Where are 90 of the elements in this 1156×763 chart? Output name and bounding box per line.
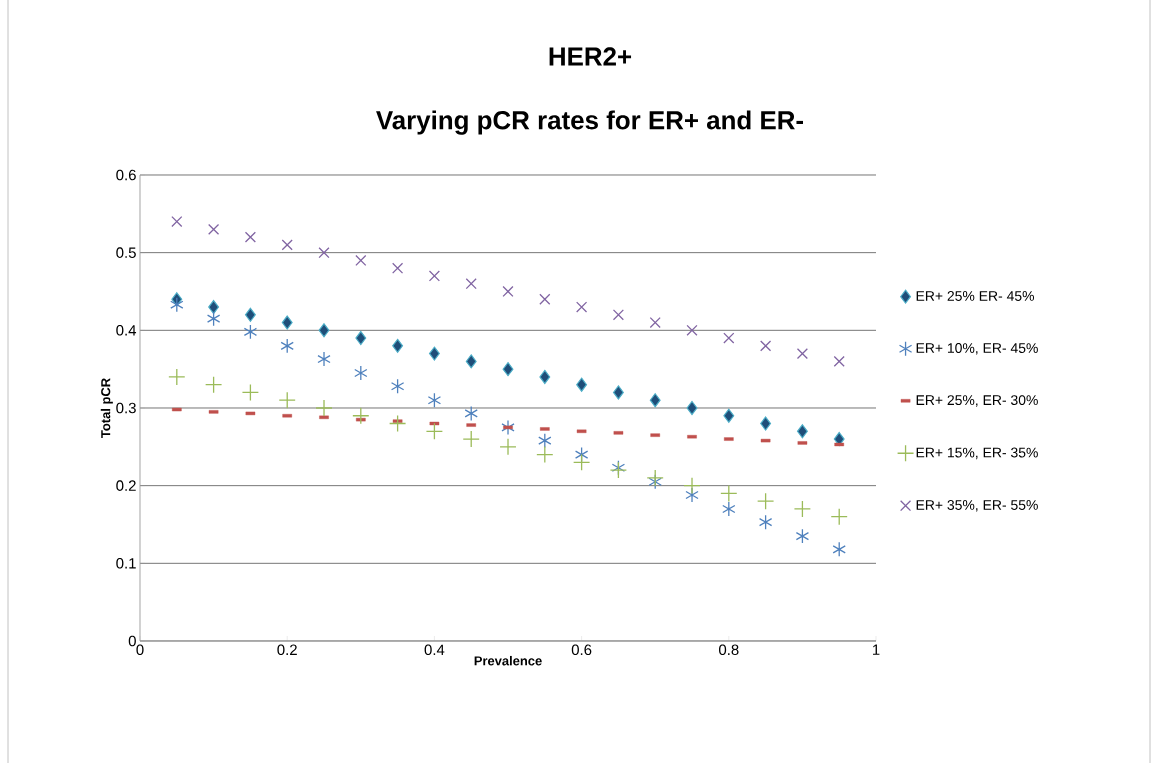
point xyxy=(758,514,773,530)
point xyxy=(576,301,588,313)
y-tick-label: 0.3 xyxy=(116,402,136,414)
x-axis-title: Prevalence xyxy=(474,655,542,666)
point xyxy=(722,501,736,517)
point xyxy=(649,393,661,408)
point xyxy=(392,262,404,274)
x-tick-label: 0.6 xyxy=(571,644,592,656)
legend-label: ER+ 15%, ER- 35% xyxy=(916,447,1038,460)
point xyxy=(612,385,624,400)
point xyxy=(355,331,367,346)
point xyxy=(317,351,331,367)
point xyxy=(502,285,514,298)
point xyxy=(536,445,554,464)
point xyxy=(538,432,552,449)
point xyxy=(756,492,775,510)
x-tick-label: 1 xyxy=(873,644,880,655)
point xyxy=(833,355,845,367)
x-tick-label: 0 xyxy=(136,644,144,656)
point xyxy=(388,414,407,433)
point xyxy=(649,316,661,329)
y-tick-label: 0.4 xyxy=(116,325,137,336)
y-tick-label: 0.6 xyxy=(116,169,136,181)
point xyxy=(572,453,591,471)
point xyxy=(428,270,440,282)
point xyxy=(462,430,480,448)
y-tick-label: 0 xyxy=(128,635,136,647)
point xyxy=(464,405,478,422)
point xyxy=(352,407,370,425)
point xyxy=(723,408,735,423)
point xyxy=(315,399,333,417)
point xyxy=(170,297,184,313)
point xyxy=(683,477,701,495)
point xyxy=(760,416,772,431)
point xyxy=(502,362,514,377)
point xyxy=(499,438,517,456)
legend-label: ER+ 10%, ER- 45% xyxy=(916,343,1038,355)
point xyxy=(427,392,442,408)
point xyxy=(171,216,183,228)
point xyxy=(355,254,367,266)
point xyxy=(832,541,846,557)
point xyxy=(796,348,808,360)
point xyxy=(390,378,405,394)
point xyxy=(318,247,330,259)
y-tick-label: 0.2 xyxy=(116,480,136,491)
y-axis-title: Total pCR xyxy=(100,378,113,438)
point xyxy=(612,309,624,321)
point xyxy=(244,307,256,322)
point xyxy=(686,400,698,416)
point xyxy=(465,278,477,290)
point xyxy=(243,324,258,340)
point xyxy=(208,223,220,235)
point xyxy=(720,484,738,503)
point xyxy=(646,469,664,487)
x-tick-label: 0.8 xyxy=(719,644,739,656)
point xyxy=(576,377,588,392)
point xyxy=(278,391,296,409)
point xyxy=(760,340,772,352)
point xyxy=(686,324,698,336)
point xyxy=(281,239,293,251)
point xyxy=(204,376,223,394)
point xyxy=(795,528,810,544)
legend-label: ER+ 25% ER- 45% xyxy=(916,291,1035,301)
point xyxy=(465,354,477,369)
point xyxy=(354,365,368,381)
point xyxy=(208,299,220,315)
x-tick-label: 0.2 xyxy=(277,644,297,656)
point xyxy=(318,323,330,338)
point xyxy=(241,383,260,402)
point xyxy=(723,332,735,344)
point xyxy=(280,338,294,354)
point xyxy=(793,500,812,518)
chart-title: HER2+ Varying pCR rates for ER+ and ER- xyxy=(376,47,804,135)
point xyxy=(425,422,444,440)
point xyxy=(281,315,293,330)
point xyxy=(206,311,221,327)
point xyxy=(168,368,186,386)
point xyxy=(244,231,256,243)
legend-label: ER+ 25%, ER- 30% xyxy=(916,395,1038,407)
point xyxy=(501,419,515,436)
point xyxy=(392,338,404,353)
legend-label: ER+ 35%, ER- 55% xyxy=(916,500,1038,512)
point xyxy=(830,508,848,526)
point xyxy=(539,369,551,384)
x-tick-label: 0.4 xyxy=(424,644,445,656)
y-tick-label: 0.5 xyxy=(116,247,136,258)
y-tick-label: 0.1 xyxy=(116,558,136,569)
point xyxy=(539,293,551,305)
point xyxy=(796,424,808,439)
point xyxy=(428,346,440,361)
